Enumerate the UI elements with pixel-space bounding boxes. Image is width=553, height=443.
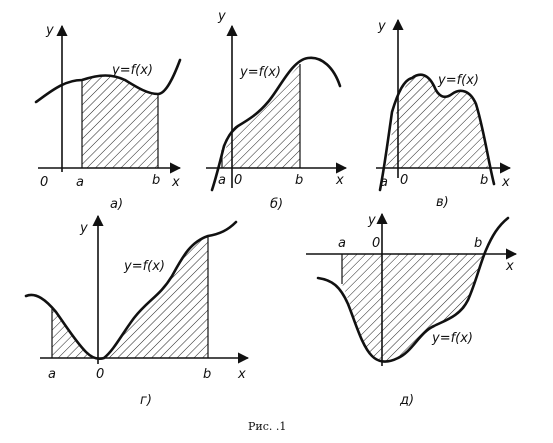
function-curve xyxy=(378,73,496,192)
function-curve xyxy=(316,216,510,363)
x-axis-label: x xyxy=(171,175,180,190)
panel-b: y x 0 a b y=f(x) б) xyxy=(206,9,348,212)
panel-label: д) xyxy=(399,393,414,408)
function-label: y=f(x) xyxy=(123,259,165,274)
shaded-area xyxy=(222,64,300,168)
origin-label: 0 xyxy=(40,175,48,190)
panel-label: б) xyxy=(270,197,283,212)
shaded-area xyxy=(342,254,484,361)
bound-b-label: b xyxy=(203,367,211,382)
shaded-area xyxy=(386,76,488,168)
origin-label: 0 xyxy=(400,173,408,188)
function-curve xyxy=(24,220,238,361)
y-axis-label: y xyxy=(45,23,54,38)
shaded-area xyxy=(52,236,208,359)
bound-a-label: a xyxy=(338,236,346,251)
y-axis-label: y xyxy=(217,9,226,24)
y-axis-label: y xyxy=(377,19,386,34)
x-axis-label: x xyxy=(335,173,344,188)
bound-b-label: b xyxy=(295,173,303,188)
y-axis-label: y xyxy=(79,221,88,236)
function-label: y=f(x) xyxy=(111,63,153,78)
origin-label: 0 xyxy=(234,173,242,188)
bound-b-label: b xyxy=(480,173,488,188)
panel-label: а) xyxy=(110,197,123,212)
function-label: y=f(x) xyxy=(239,65,281,80)
x-axis-label: x xyxy=(505,259,514,274)
origin-label: 0 xyxy=(96,367,104,382)
origin-label: 0 xyxy=(372,236,380,251)
panel-label: г) xyxy=(140,393,152,408)
bound-a-label: a xyxy=(380,175,388,190)
panel-g: y x 0 a b y=f(x) г) xyxy=(24,214,250,408)
panel-label: в) xyxy=(436,195,449,210)
function-curve xyxy=(210,56,342,192)
panel-a: y x 0 a b y=f(x) а) xyxy=(34,23,182,212)
x-axis-label: x xyxy=(501,175,510,190)
panel-v: y x 0 a b y=f(x) в) xyxy=(376,18,512,210)
bound-a-label: a xyxy=(48,367,56,382)
figure-caption: Рис. .1 xyxy=(248,420,286,433)
bound-a-label: a xyxy=(218,173,226,188)
y-axis-label: y xyxy=(367,213,376,228)
x-axis-label: x xyxy=(237,367,246,382)
bound-a-label: a xyxy=(76,175,84,190)
function-label: y=f(x) xyxy=(431,331,473,346)
bound-b-label: b xyxy=(152,173,160,188)
panel-d: y x 0 a b y=f(x) д) xyxy=(306,212,518,408)
function-label: y=f(x) xyxy=(437,73,479,88)
shaded-area xyxy=(82,75,158,168)
bound-b-label: b xyxy=(474,236,482,251)
function-curve xyxy=(34,58,182,104)
